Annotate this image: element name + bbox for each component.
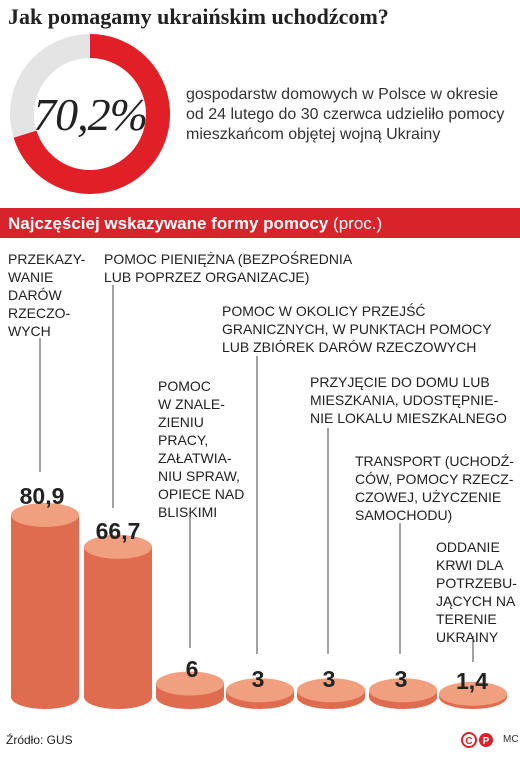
svg-text:P: P <box>483 736 490 747</box>
category-label: Oddanie krwi dla potrzebu- jących na ter… <box>436 539 517 645</box>
author-initials: MC <box>503 734 519 745</box>
value-label: 66,7 <box>95 518 141 544</box>
source-note: Źródło: GUS <box>6 733 73 747</box>
category-label: Pomoc pieniężna (bezpośrednia lub poprze… <box>104 251 353 285</box>
section-unit: (proc.) <box>333 214 383 233</box>
section-title-text: Najczęściej wskazywane formy pomocy <box>8 214 329 233</box>
cylinder-top <box>84 534 152 559</box>
value-label: 80,9 <box>19 483 65 509</box>
value-label: 3 <box>322 666 336 692</box>
cylinder-bar <box>156 671 224 709</box>
cylinder-top <box>11 502 79 527</box>
value-label: 3 <box>251 666 265 692</box>
value-label: 6 <box>185 656 199 682</box>
cylinder-bar <box>369 678 437 709</box>
cylinder-top <box>369 678 437 703</box>
category-label: Pomoc w znale- zieniu pracy, załatwia- n… <box>158 378 245 520</box>
cylinder-bar <box>226 678 294 709</box>
cylinder-bar <box>11 502 79 709</box>
cylinder-bar <box>439 681 507 709</box>
page-title: Jak pomagamy ukraińskim uchodźcom? <box>8 4 389 29</box>
section-band: Najczęściej wskazywane formy pomocy (pro… <box>0 208 520 238</box>
donut-chart <box>10 34 170 194</box>
cylinder-body <box>11 514 79 709</box>
value-label: 3 <box>394 666 408 692</box>
cylinder-top <box>226 678 294 703</box>
cylinder-body <box>84 546 152 709</box>
logo-icon: C P <box>461 732 493 748</box>
value-label: 1,4 <box>456 668 488 694</box>
donut-fill-arc <box>13 34 170 194</box>
donut-value: 70,2% <box>33 89 148 140</box>
svg-text:C: C <box>465 736 472 747</box>
cylinder-bar <box>84 534 152 709</box>
cylinder-bar <box>297 678 365 709</box>
category-label: Przyjęcie do domu lub mieszkania, udostę… <box>310 374 507 426</box>
cylinder-top <box>439 681 507 706</box>
cylinder-top <box>297 678 365 703</box>
category-label: Transport (uchodź- ców, pomocy rzecz- cz… <box>355 453 514 523</box>
section-title: Najczęściej wskazywane formy pomocy (pro… <box>8 214 382 234</box>
cylinder-top <box>156 671 224 696</box>
donut-description: gospodarstw domowych w Polsce w okresie … <box>186 86 505 143</box>
category-label: Przekazy- wanie darów rzeczo- wych <box>8 251 86 339</box>
category-label: Pomoc w okolicy przejść granicznych, w p… <box>222 303 492 355</box>
